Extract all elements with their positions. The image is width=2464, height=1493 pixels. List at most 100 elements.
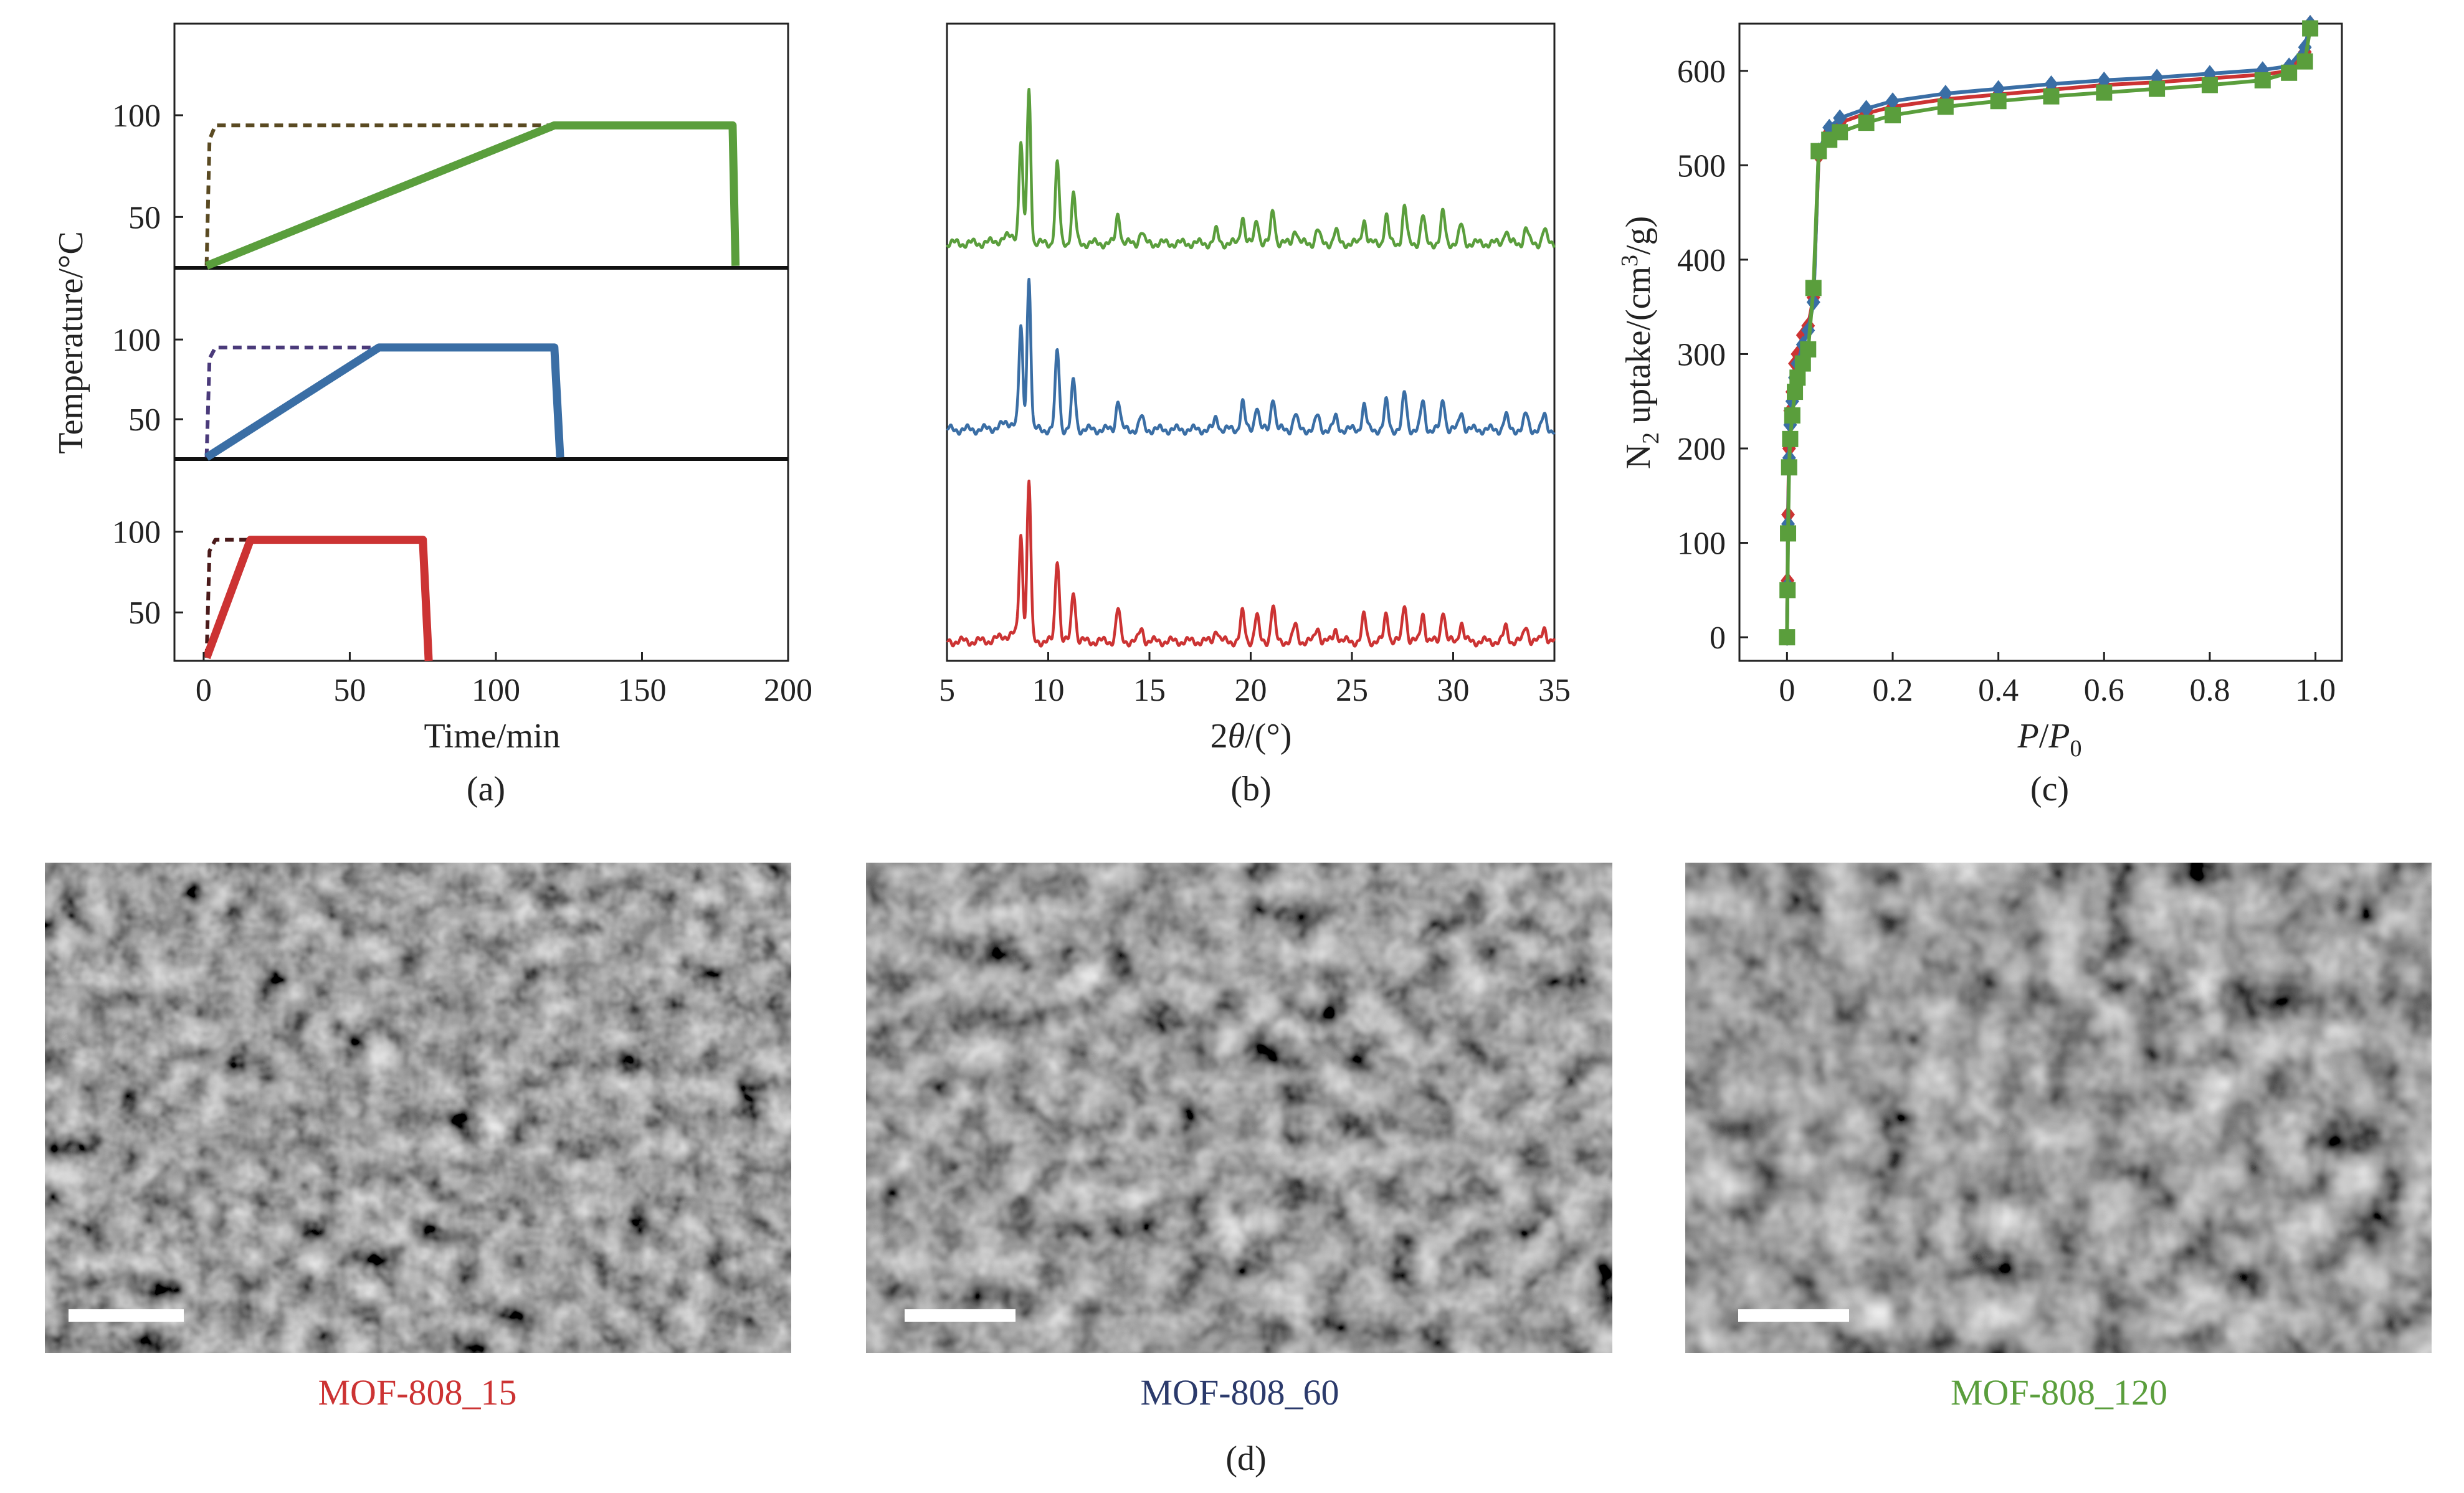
panel-b-xlabel-pre: 2 (1211, 717, 1228, 756)
panel-c-xtick-label: 0.8 (2189, 673, 2230, 708)
panel-c-mof-808-120-point (1937, 98, 1954, 115)
panel-b-xtick-label: 15 (1133, 673, 1166, 708)
panel-b-xlabel-theta: θ (1228, 717, 1245, 756)
panel-c-xlabel-p0: P (2048, 717, 2070, 756)
panel-a-xtick-label: 100 (472, 673, 520, 708)
panel-b-xlabel-post: /(°) (1245, 717, 1291, 756)
panel-c-mof-808-120-point (1781, 459, 1797, 476)
panel-b-mof-808-15-pattern (946, 480, 1556, 648)
panel-c-mof-808-60-point (1833, 109, 1847, 127)
panel-c-mof-808-120-point (1858, 115, 1875, 131)
panel-b-xrd: 5 10 15 20 25 30 35 2θ/(°) (b) (939, 22, 1571, 808)
panel-b-xtick-label: 35 (1538, 673, 1571, 708)
sem-image-2-texture (866, 863, 1612, 1353)
panel-d-sem: MOF-808_15 MOF-808_60 MOF-808_120 (d) (45, 863, 2432, 1478)
panel-c-ytick-label: 500 (1677, 148, 1726, 184)
panel-a-ytick-label: 50 (128, 402, 161, 438)
panel-a-ylabel: Temperature/°C (52, 231, 90, 453)
panel-c-xtick-label: 0 (1779, 673, 1795, 708)
panel-c-ytick-label: 600 (1677, 54, 1726, 90)
panel-b-xtick-label: 30 (1437, 673, 1470, 708)
panel-a-xlabel: Time/min (424, 717, 561, 756)
panel-b-xtick-label: 20 (1235, 673, 1267, 708)
panel-a-x-ticks: 0 50 100 150 200 (196, 652, 812, 708)
panel-c-ylabel-mid: uptake/(cm (1619, 267, 1658, 432)
sem-label-1: MOF-808_15 (318, 1372, 516, 1413)
panel-a-ytick-label: 100 (112, 515, 161, 551)
panel-b-label: (b) (1230, 770, 1271, 808)
panel-c-ylabel-post: /g) (1619, 216, 1658, 255)
panel-c-mof-808-120-point (2149, 80, 2166, 97)
panel-c-xtick-label: 1.0 (2295, 673, 2336, 708)
sem-label-3: MOF-808_120 (1951, 1372, 2167, 1413)
panel-d-label: (d) (1225, 1439, 1266, 1478)
panel-c-ytick-label: 0 (1710, 620, 1726, 656)
panel-a-mof-808-120-oven-line (205, 121, 740, 270)
sem-scale-bar-3 (1738, 1309, 1849, 1322)
panel-c-xlabel-p: P (2017, 717, 2039, 756)
sem-image-3 (1685, 863, 2432, 1353)
panel-a-xtick-label: 150 (617, 673, 666, 708)
panel-a-ytick-label: 50 (128, 595, 161, 631)
panel-c-y-ticks: 0 100 200 300 400 500 600 (1677, 54, 1748, 656)
panel-c-ylabel-sub: 2 (1638, 432, 1664, 444)
panel-c-mof-808-60-point (1938, 85, 1953, 103)
panel-c-xlabel-sub: 0 (2070, 736, 2082, 762)
panel-c-mof-808-60-point (2150, 69, 2164, 87)
panel-c-series (1779, 15, 2319, 647)
panel-c-mof-808-120-point (1800, 341, 1817, 358)
sem-scale-bar-1 (69, 1309, 184, 1322)
panel-c-ytick-label: 200 (1677, 432, 1726, 467)
panel-a-ytick-label: 100 (112, 98, 161, 134)
panel-a-ytick-label: 50 (128, 200, 161, 235)
panel-c-isotherms: 0 100 200 300 400 500 600 0 0.2 0.4 0.6 0.8 1.0 P/P… (1617, 15, 2343, 808)
panel-c-xlabel-slash: / (2039, 717, 2049, 756)
panel-a-label: (a) (467, 770, 505, 808)
panel-a-mof-808-15-set-line (204, 538, 426, 658)
panel-c-mof-808-120-point (1780, 525, 1797, 542)
panel-c-mof-808-60-point (1859, 100, 1873, 118)
panel-c-mof-808-120-point (2254, 72, 2271, 88)
panel-c-ylabel: N2 uptake/(cm3/g) (1617, 216, 1664, 470)
panel-c-ytick-label: 100 (1677, 526, 1726, 562)
panel-a-temperature-profiles: 50 100 50 100 50 100 0 50 100 150 200 Time/min Te… (52, 22, 812, 808)
panel-a-series (202, 121, 740, 661)
panel-c-mof-808-120-point (2281, 64, 2298, 81)
sem-scale-bar-2 (905, 1309, 1016, 1322)
panel-c-xlabel: P/P0 (2017, 717, 2082, 762)
panel-c-mof-808-120-point (1789, 369, 1806, 386)
sem-image-1-texture (45, 863, 791, 1353)
sem-image-2 (866, 863, 1612, 1353)
panel-c-label: (c) (2030, 770, 2069, 808)
panel-b-x-ticks: 5 10 15 20 25 30 35 (939, 652, 1571, 708)
panel-c-mof-808-120-point (1805, 280, 1822, 296)
panel-a-mof-808-15-oven-line (202, 536, 433, 661)
panel-a-xtick-label: 200 (764, 673, 812, 708)
panel-c-mof-808-120-point (1779, 582, 1796, 599)
panel-c-x-ticks: 0 0.2 0.4 0.6 0.8 1.0 (1779, 652, 2336, 708)
panel-a-frame (173, 22, 789, 662)
sem-image-3-texture (1685, 863, 2432, 1353)
panel-a-ytick-label: 100 (112, 323, 161, 358)
panel-c-mof-808-120-point (2201, 77, 2218, 93)
panel-c-mof-808-120-point (2096, 84, 2113, 101)
panel-b-xtick-label: 5 (939, 673, 955, 708)
panel-c-ytick-label: 400 (1677, 243, 1726, 278)
panel-c-mof-808-120-point (1779, 629, 1796, 646)
panel-c-mof-808-120-point (2043, 88, 2060, 105)
panel-b-xtick-label: 25 (1336, 673, 1368, 708)
panel-c-mof-808-120-point (1990, 93, 2007, 110)
panel-b-mof-808-60-pattern (946, 277, 1556, 436)
panel-c-xtick-label: 0.6 (2084, 673, 2124, 708)
panel-c-mof-808-120-point (1794, 355, 1811, 372)
panel-c-mof-808-120-point (1884, 107, 1901, 124)
sem-label-2: MOF-808_60 (1140, 1372, 1339, 1413)
panel-c-xtick-label: 0.4 (1978, 673, 2019, 708)
panel-a-xtick-label: 0 (196, 673, 212, 708)
panel-c-ylabel-sup: 3 (1617, 255, 1643, 267)
panel-c-ytick-label: 300 (1677, 337, 1726, 372)
panel-c-mof-808-120-point (2302, 20, 2319, 37)
panel-a-mof-808-120-set-line (204, 123, 736, 266)
panel-c-mof-808-120-point (1782, 430, 1799, 447)
